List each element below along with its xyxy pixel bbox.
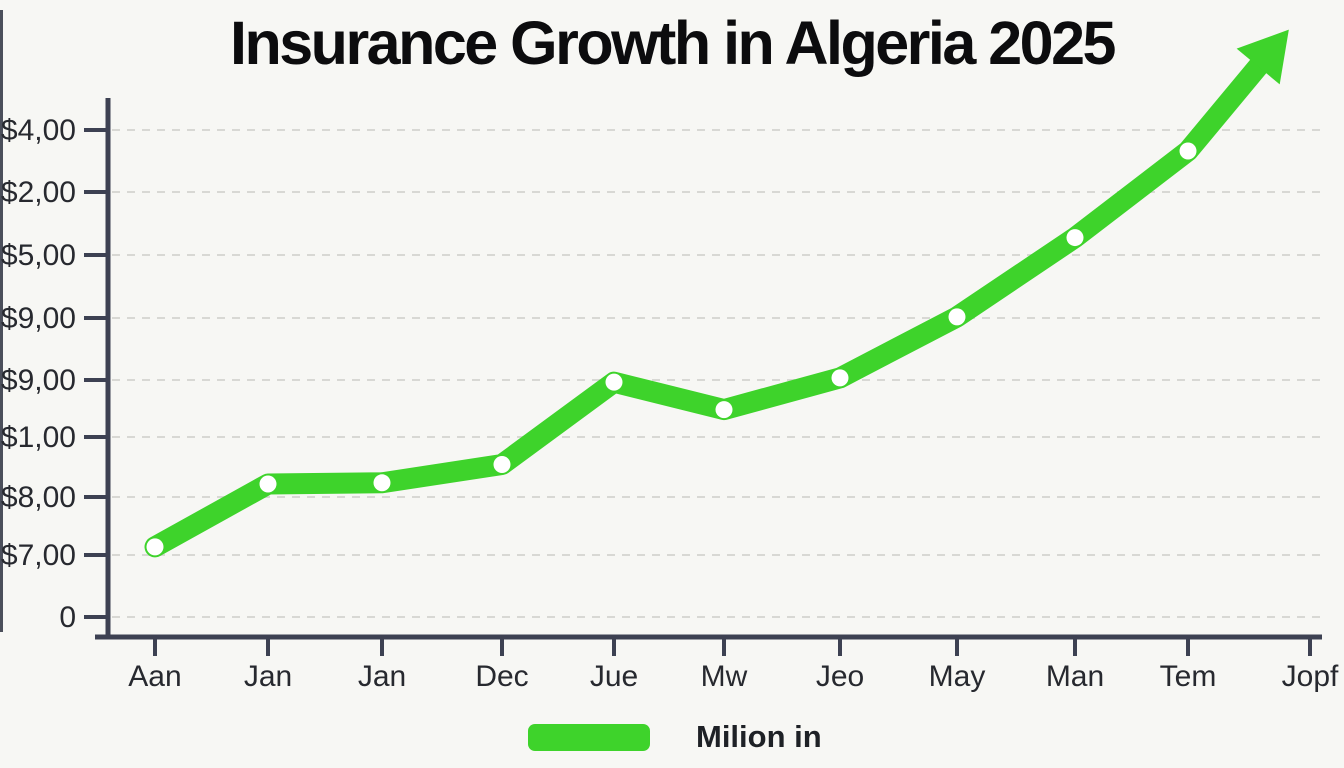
legend-swatch bbox=[528, 724, 650, 751]
legend: Milion in bbox=[0, 712, 1344, 760]
y-tick-label: $7,00 bbox=[1, 539, 76, 572]
x-tick-label: Dec bbox=[475, 660, 528, 693]
x-tick-label: Aan bbox=[128, 660, 181, 693]
x-tick-label: Jan bbox=[244, 660, 292, 693]
left-edge-artifact bbox=[0, 10, 3, 632]
data-point-dot bbox=[605, 373, 623, 391]
x-tick-label: Tem bbox=[1160, 660, 1217, 693]
x-tick-label: Mw bbox=[701, 660, 748, 693]
data-point-dot bbox=[831, 369, 849, 387]
y-tick-label: $9,00 bbox=[1, 302, 76, 335]
y-tick-label: $8,00 bbox=[1, 481, 76, 514]
x-tick-label: Jan bbox=[358, 660, 406, 693]
chart-title: Insurance Growth in Algeria 2025 bbox=[230, 9, 1116, 77]
x-tick-label: Jopf bbox=[1282, 660, 1339, 693]
data-point-dot bbox=[1066, 229, 1084, 247]
y-tick-label: $5,00 bbox=[1, 239, 76, 272]
y-tick-label: $9,00 bbox=[1, 364, 76, 397]
line-series bbox=[144, 51, 1273, 558]
legend-series-label: Milion in bbox=[696, 719, 822, 754]
x-tick-label: Jeo bbox=[816, 660, 864, 693]
y-tick-label: $4,00 bbox=[1, 114, 76, 147]
trend-arrowhead bbox=[1236, 29, 1289, 85]
y-tick-label: 0 bbox=[59, 601, 76, 634]
y-tick-label: $2,00 bbox=[1, 176, 76, 209]
data-point-dot bbox=[1179, 142, 1197, 160]
x-tick-label: May bbox=[929, 660, 986, 693]
data-point-dot bbox=[259, 475, 277, 493]
x-tick-label: Man bbox=[1046, 660, 1104, 693]
data-point-dot bbox=[715, 401, 733, 419]
data-point-dot bbox=[146, 538, 164, 556]
data-point-dot bbox=[948, 308, 966, 326]
data-point-dot bbox=[493, 456, 511, 473]
y-tick-label: $1,00 bbox=[1, 421, 76, 454]
data-point-dot bbox=[373, 474, 391, 492]
x-tick-label: Jue bbox=[590, 660, 638, 693]
